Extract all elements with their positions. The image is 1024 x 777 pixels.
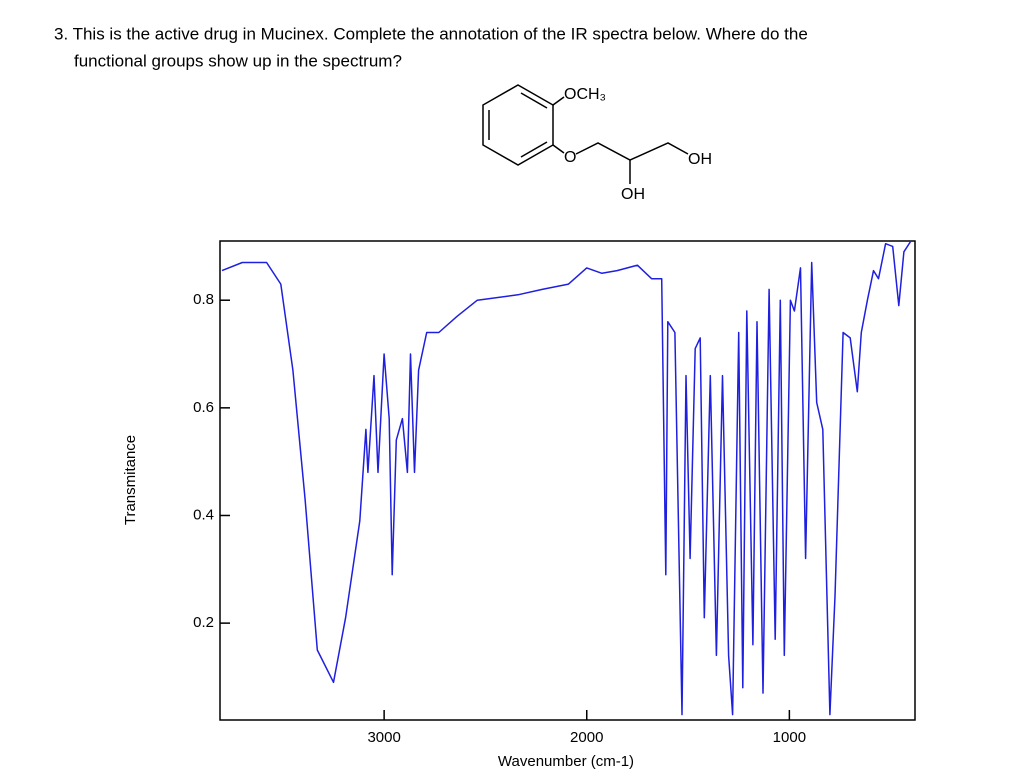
double-bond [520, 92, 548, 109]
x-axis-label: Wavenumber (cm-1) [498, 753, 634, 770]
plot-frame [219, 240, 916, 721]
y-tick-label: 0.2 [193, 614, 214, 631]
y-tick-label: 0.8 [193, 291, 214, 308]
x-tick-label: 1000 [773, 729, 806, 746]
structure-label: OH [688, 151, 712, 168]
structure-label: O [564, 149, 576, 166]
bond [552, 144, 565, 154]
benzene-ring [482, 84, 554, 166]
x-tick-label: 3000 [367, 729, 400, 746]
question-line: 3. This is the active drug in Mucinex. C… [54, 24, 808, 43]
question-line: functional groups show up in the spectru… [74, 51, 402, 70]
y-axis-label: Transmitance [122, 435, 139, 525]
double-bond [520, 141, 548, 158]
x-tick-label: 2000 [570, 729, 603, 746]
molecule [482, 84, 689, 184]
structure-label: OCH₃ [564, 86, 606, 103]
spectrum-line [221, 240, 912, 716]
structure-label: OH [621, 186, 645, 203]
y-tick-label: 0.6 [193, 399, 214, 416]
chain [575, 142, 689, 161]
bond [552, 96, 565, 106]
y-tick-label: 0.4 [193, 506, 214, 523]
